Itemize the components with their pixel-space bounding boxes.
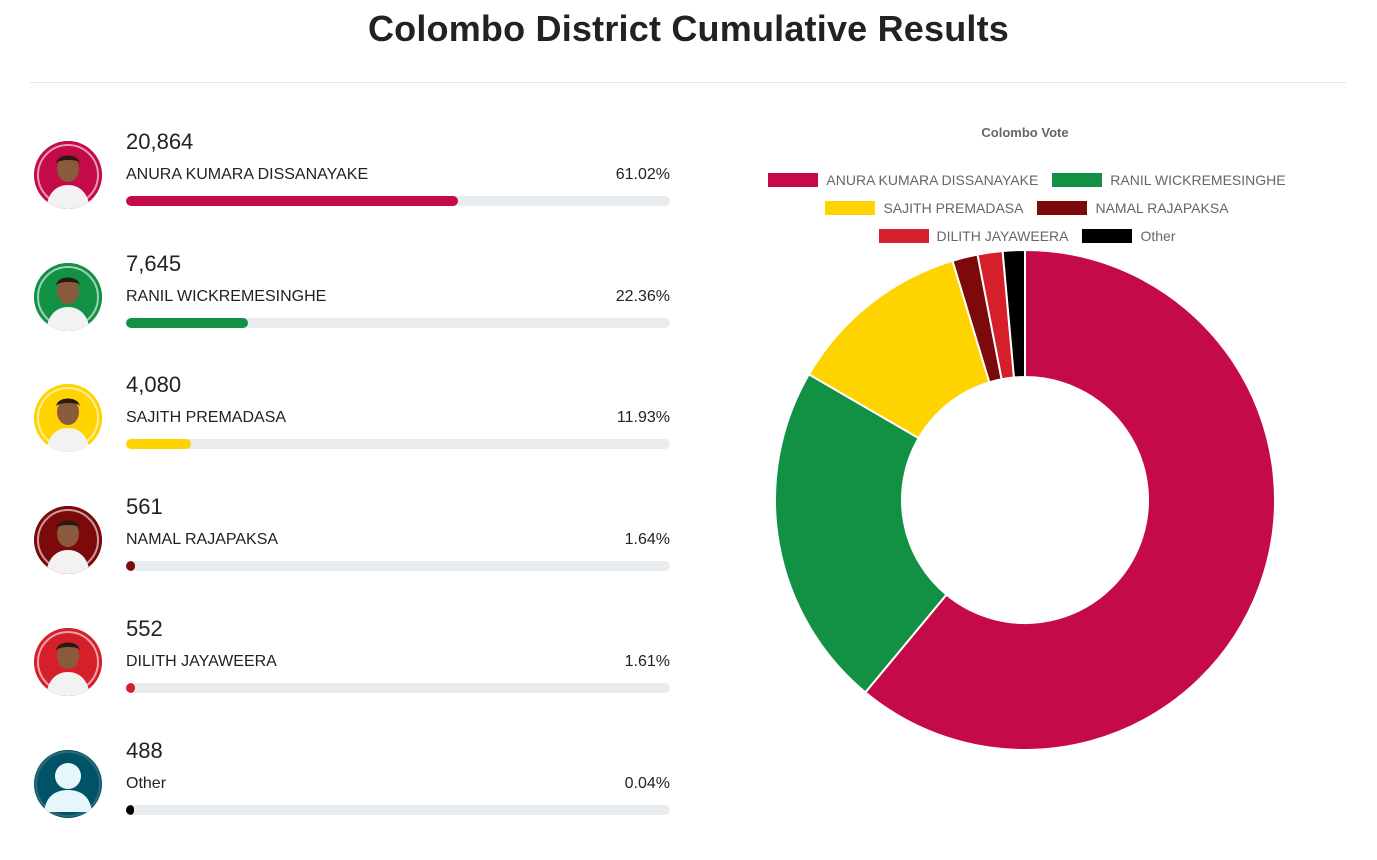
- vote-percent: 0.04%: [624, 775, 670, 792]
- candidate-name: NAMAL RAJAPAKSA: [126, 531, 279, 548]
- vote-percent: 11.93%: [616, 409, 670, 426]
- vote-percent: 1.61%: [624, 653, 670, 670]
- legend-item[interactable]: ANURA KUMARA DISSANAYAKE: [768, 172, 1038, 188]
- legend-swatch: [1052, 173, 1103, 187]
- legend-row: SAJITH PREMADASA NAMAL RAJAPAKSA: [700, 194, 1354, 222]
- legend-label: DILITH JAYAWEERA: [936, 228, 1069, 244]
- legend-swatch: [878, 229, 929, 243]
- vote-count: 4,080: [126, 372, 182, 397]
- vote-percent: 22.36%: [615, 288, 670, 305]
- vote-count: 561: [126, 494, 163, 519]
- vote-count: 552: [126, 616, 163, 641]
- legend-swatch: [825, 201, 876, 215]
- legend-item[interactable]: RANIL WICKREMESINGHE: [1052, 172, 1286, 188]
- progress-bar-fill: [126, 196, 458, 206]
- legend-swatch: [1082, 229, 1133, 243]
- progress-bar-fill: [126, 439, 191, 449]
- candidate-name: DILITH JAYAWEERA: [126, 653, 277, 670]
- vote-percent: 61.02%: [615, 166, 670, 183]
- candidate-row: 552 DILITH JAYAWEERA 1.61%: [0, 616, 690, 738]
- candidate-avatar: [34, 628, 102, 696]
- chart-legend: ANURA KUMARA DISSANAYAKE RANIL WICKREMESI…: [700, 166, 1354, 250]
- donut-slice[interactable]: [863, 248, 1276, 751]
- chart-title: Colombo Vote: [981, 125, 1069, 140]
- legend-label: NAMAL RAJAPAKSA: [1095, 200, 1229, 216]
- vote-percent: 1.64%: [624, 531, 670, 548]
- candidate-row: 7,645 RANIL WICKREMESINGHE 22.36%: [0, 251, 690, 373]
- vote-count: 20,864: [126, 129, 194, 154]
- legend-item[interactable]: Other: [1082, 228, 1176, 244]
- candidate-avatar: [34, 384, 102, 452]
- candidate-name: ANURA KUMARA DISSANAYAKE: [126, 166, 369, 183]
- legend-row: ANURA KUMARA DISSANAYAKE RANIL WICKREMESI…: [700, 166, 1354, 194]
- donut-slice[interactable]: [807, 259, 991, 440]
- vote-count: 488: [126, 738, 163, 763]
- progress-bar-track: [126, 805, 670, 815]
- candidate-row: 561 NAMAL RAJAPAKSA 1.64%: [0, 494, 690, 616]
- page-title: Colombo District Cumulative Results: [367, 8, 1010, 49]
- candidate-name: Other: [126, 775, 167, 792]
- legend-row: DILITH JAYAWEERA Other: [700, 222, 1354, 250]
- legend-swatch: [768, 173, 819, 187]
- donut-slice[interactable]: [1001, 248, 1026, 379]
- donut-chart: [774, 248, 1276, 751]
- progress-bar-fill: [126, 805, 135, 815]
- progress-bar-fill: [126, 561, 135, 571]
- header-divider: [30, 82, 1346, 83]
- vote-count: 7,645: [126, 251, 182, 276]
- progress-bar-track: [126, 196, 670, 206]
- legend-swatch: [1037, 201, 1088, 215]
- legend-label: ANURA KUMARA DISSANAYAKE: [826, 172, 1039, 188]
- candidate-avatar: [34, 263, 102, 331]
- progress-bar-track: [126, 683, 670, 693]
- candidate-name: RANIL WICKREMESINGHE: [126, 288, 327, 305]
- progress-bar-track: [126, 439, 670, 449]
- legend-item[interactable]: SAJITH PREMADASA: [825, 200, 1023, 216]
- candidate-row: 20,864 ANURA KUMARA DISSANAYAKE 61.02%: [0, 129, 690, 251]
- progress-bar-fill: [126, 683, 135, 693]
- candidate-row: 488 Other 0.04%: [0, 738, 690, 860]
- candidate-name: SAJITH PREMADASA: [126, 409, 287, 426]
- legend-label: Other: [1140, 228, 1176, 244]
- legend-item[interactable]: NAMAL RAJAPAKSA: [1037, 200, 1229, 216]
- donut-slice[interactable]: [774, 372, 948, 694]
- candidate-avatar: [34, 141, 102, 209]
- candidate-avatar: [34, 506, 102, 574]
- progress-bar-fill: [126, 318, 248, 328]
- legend-label: RANIL WICKREMESINGHE: [1110, 172, 1286, 188]
- progress-bar-track: [126, 318, 670, 328]
- candidate-row: 4,080 SAJITH PREMADASA 11.93%: [0, 372, 690, 494]
- legend-item[interactable]: DILITH JAYAWEERA: [878, 228, 1069, 244]
- generic-user-icon: [34, 750, 102, 818]
- legend-label: SAJITH PREMADASA: [883, 200, 1024, 216]
- progress-bar-track: [126, 561, 670, 571]
